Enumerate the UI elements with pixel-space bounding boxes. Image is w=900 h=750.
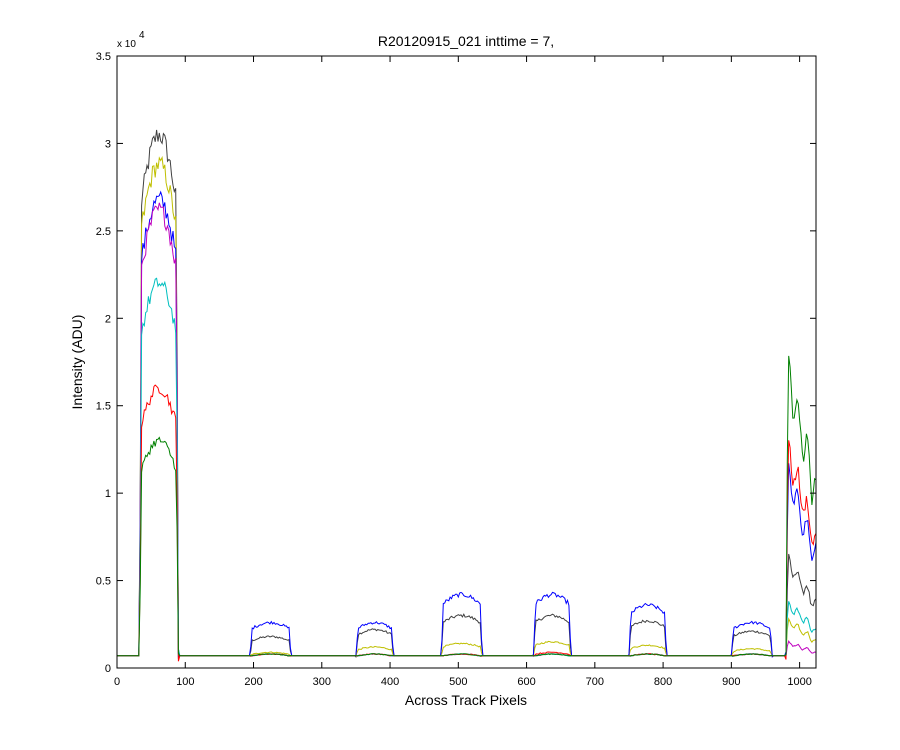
x-tick-label: 0: [114, 676, 120, 688]
x-tick-label: 600: [517, 676, 535, 688]
x-axis-label: Across Track Pixels: [405, 692, 527, 708]
x-tick-label: 500: [449, 676, 467, 688]
series-layer: [117, 129, 817, 662]
x-tick-label: 100: [176, 676, 194, 688]
x-tick-label: 800: [654, 676, 672, 688]
x-tick-label: 200: [244, 676, 262, 688]
series-line-7: [117, 355, 817, 657]
x-tick-label: 300: [313, 676, 331, 688]
y-axis: 0 0.5 1 1.5 2 2.5 3 3.5: [96, 51, 816, 675]
x-axis: 0 100 200 300 400 500 600 700 800 900 1000: [114, 56, 812, 688]
plot-area: [117, 56, 816, 668]
y-axis-label: Intensity (ADU): [69, 315, 85, 410]
y-tick-label: 3.5: [96, 51, 111, 63]
y-tick-label: 0.5: [96, 576, 111, 588]
y-tick-label: 2.5: [96, 226, 111, 238]
y-tick-label: 2: [105, 313, 111, 325]
x-tick-label: 1000: [787, 676, 811, 688]
y-multiplier-exponent: 4: [139, 30, 145, 41]
x-tick-label: 900: [722, 676, 740, 688]
y-multiplier: x 10: [117, 39, 136, 50]
y-tick-label: 1.5: [96, 401, 111, 413]
x-tick-label: 700: [586, 676, 604, 688]
y-tick-label: 3: [105, 138, 111, 150]
y-tick-label: 1: [105, 488, 111, 500]
x-tick-label: 400: [381, 676, 399, 688]
chart-title: R20120915_021 inttime = 7,: [378, 33, 554, 49]
axes-box: [116, 55, 817, 669]
y-tick-label: 0: [105, 663, 111, 675]
